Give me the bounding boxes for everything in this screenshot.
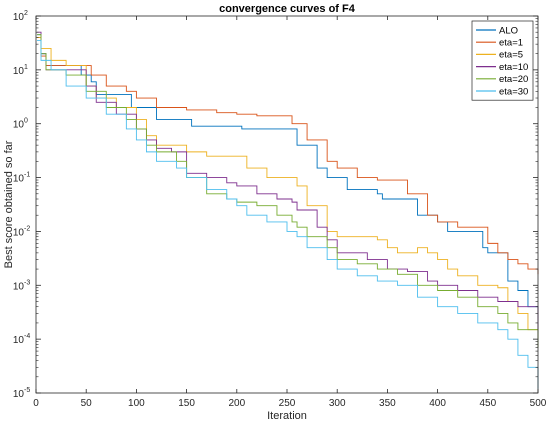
series-line-eta-10 [37,31,539,334]
series-line-eta-20 [37,34,539,348]
legend-box [471,20,534,101]
y-tick-exponent: -2 [24,225,30,232]
series-line-eta-5 [37,36,539,340]
y-tick-exponent: 1 [24,64,28,71]
y-tick-base: 10 [13,66,25,77]
y-tick-label: 10 [13,120,25,131]
x-tick-label: 0 [33,398,39,409]
x-tick-label: 150 [178,398,195,409]
x-axis-title: Iteration [267,410,307,422]
legend-entry-label: ALO [499,25,518,36]
series-line-alo [37,34,539,318]
y-tick-base: 10 [13,335,25,346]
chart-title: convergence curves of F4 [219,3,356,15]
x-tick-label: 300 [329,398,346,409]
x-tick-label: 200 [228,398,245,409]
legend-entry-label: eta=10 [499,62,528,73]
y-tick-base: 10 [13,120,25,131]
y-tick-base: 10 [13,227,25,238]
series-line-eta-30 [37,40,539,389]
y-tick-label: 10 [13,227,25,238]
legend-entry-label: eta=5 [499,50,523,61]
y-tick-exponent: -3 [24,279,30,286]
y-tick-label: 10 [13,281,25,292]
y-tick-exponent: -5 [24,387,30,394]
x-tick-label: 250 [279,398,296,409]
legend-entry-label: eta=20 [499,74,528,85]
x-tick-label: 100 [128,398,145,409]
x-tick-label: 450 [479,398,496,409]
y-axis-title: Best score obtained so far [3,140,15,268]
y-tick-exponent: 0 [24,118,28,125]
x-tick-label: 400 [429,398,446,409]
x-tick-label: 500 [530,398,547,409]
y-tick-label: 10 [13,389,25,400]
plot-area [36,16,538,393]
series-line-eta-1 [37,36,539,275]
y-tick-exponent: -1 [24,172,30,179]
y-tick-label: 10 [13,66,25,77]
y-tick-base: 10 [13,281,25,292]
y-tick-label: 10 [13,335,25,346]
x-tick-label: 350 [379,398,396,409]
y-tick-label: 10 [13,12,25,23]
series-group [37,31,539,389]
y-tick-exponent: -4 [24,333,30,340]
y-tick-base: 10 [13,389,25,400]
y-tick-label: 10 [13,174,25,185]
x-tick-label: 50 [81,398,93,409]
y-tick-base: 10 [13,174,25,185]
legend-entry-label: eta=1 [499,38,523,49]
y-tick-base: 10 [13,12,25,23]
legend-entry-label: eta=30 [499,86,528,97]
y-tick-exponent: 2 [24,10,28,17]
